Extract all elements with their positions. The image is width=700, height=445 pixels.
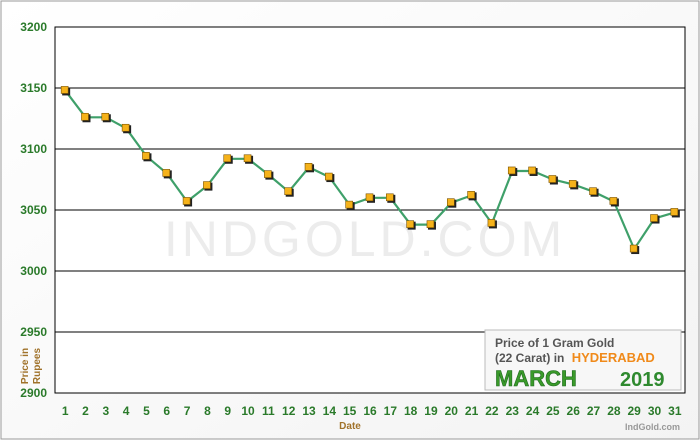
data-point: [264, 170, 272, 178]
data-point: [203, 181, 211, 189]
info-box-bg: [484, 329, 682, 391]
y-axis-label-line1: Price in: [20, 348, 31, 384]
data-point: [243, 154, 252, 163]
info-box: Price of 1 Gram Gold (22 Carat) in HYDER…: [484, 329, 682, 391]
x-tick-labels: 1 2 3 4 5 6 7 8 9 10 11 12 13 14 15 16 17 18 19 20 21 22 23 24 2…: [62, 404, 682, 418]
y-tick-label: 3000: [20, 264, 47, 278]
x-tick-label: 17: [384, 404, 398, 418]
site-credit: IndGold.com: [625, 422, 680, 432]
x-tick-label: 3: [102, 404, 109, 418]
watermark-text: INDGOLD.COM: [164, 211, 566, 267]
data-point: [365, 193, 374, 202]
data-point: [548, 175, 557, 183]
info-carat: (22 Carat) in: [495, 351, 564, 365]
x-tick-label: 27: [587, 404, 601, 418]
x-tick-label: 21: [465, 404, 479, 418]
info-line2: (22 Carat) in HYDERABAD: [495, 350, 655, 365]
data-point: [345, 200, 353, 209]
data-point: [568, 180, 577, 188]
data-point: [325, 172, 333, 181]
y-tick-label: 3050: [20, 203, 47, 217]
y-tick-label: 3200: [20, 20, 47, 34]
data-point: [121, 123, 130, 132]
data-point: [589, 187, 597, 195]
x-tick-label: 5: [143, 404, 150, 418]
data-point: [629, 244, 638, 253]
x-tick-label: 12: [282, 404, 296, 418]
x-tick-label: 16: [363, 404, 377, 418]
x-tick-label: 9: [224, 404, 231, 418]
data-point: [467, 191, 475, 199]
x-tick-label: 6: [163, 404, 170, 418]
x-tick-label: 23: [506, 404, 520, 418]
x-tick-label: 28: [607, 404, 621, 418]
x-tick-label: 20: [445, 404, 459, 418]
x-tick-label: 26: [567, 404, 581, 418]
data-point: [609, 197, 618, 205]
x-tick-label: 29: [628, 404, 642, 418]
y-tick-labels: 3200 3150 3100 3050 3000 2950 2900: [20, 20, 47, 400]
info-city: HYDERABAD: [572, 350, 655, 365]
x-tick-label: 15: [343, 404, 357, 418]
x-tick-label: 18: [404, 404, 418, 418]
x-axis-label: Date: [339, 421, 361, 432]
y-tick-label: 3100: [20, 142, 47, 156]
data-point: [528, 166, 536, 175]
y-tick-label: 2900: [20, 386, 47, 400]
x-tick-label: 1: [62, 404, 69, 418]
y-tick-label: 2950: [20, 325, 47, 339]
data-point: [487, 219, 496, 227]
data-point: [182, 197, 191, 205]
data-point: [386, 193, 394, 202]
x-tick-label: 10: [241, 404, 255, 418]
x-tick-label: 30: [648, 404, 662, 418]
x-tick-label: 7: [184, 404, 191, 418]
x-tick-label: 25: [546, 404, 560, 418]
data-point: [81, 112, 89, 121]
info-line1: Price of 1 Gram Gold: [495, 336, 614, 350]
data-point: [223, 154, 232, 163]
data-point: [60, 86, 69, 94]
data-point: [304, 163, 313, 171]
data-point: [426, 220, 435, 228]
x-tick-label: 24: [526, 404, 540, 418]
series-markers: [60, 86, 680, 255]
data-point: [162, 169, 171, 177]
x-tick-label: 22: [485, 404, 499, 418]
data-point: [142, 152, 150, 160]
data-point: [446, 198, 455, 206]
data-point: [406, 220, 414, 228]
x-tick-label: 19: [424, 404, 438, 418]
x-tick-label: 11: [262, 404, 275, 418]
data-point: [284, 187, 293, 195]
x-tick-label: 31: [668, 404, 682, 418]
data-point: [650, 214, 658, 222]
data-point: [670, 208, 679, 216]
y-axis-label-line2: Rupees: [32, 348, 43, 385]
x-tick-label: 4: [123, 404, 130, 418]
x-tick-label: 13: [302, 404, 316, 418]
x-tick-label: 14: [323, 404, 337, 418]
data-point: [507, 166, 516, 175]
info-month: MARCH: [495, 366, 577, 391]
x-tick-label: 2: [82, 404, 89, 418]
info-year: 2019: [620, 369, 665, 391]
y-tick-label: 3150: [20, 81, 47, 95]
x-tick-label: 8: [204, 404, 211, 418]
data-point: [101, 112, 110, 121]
